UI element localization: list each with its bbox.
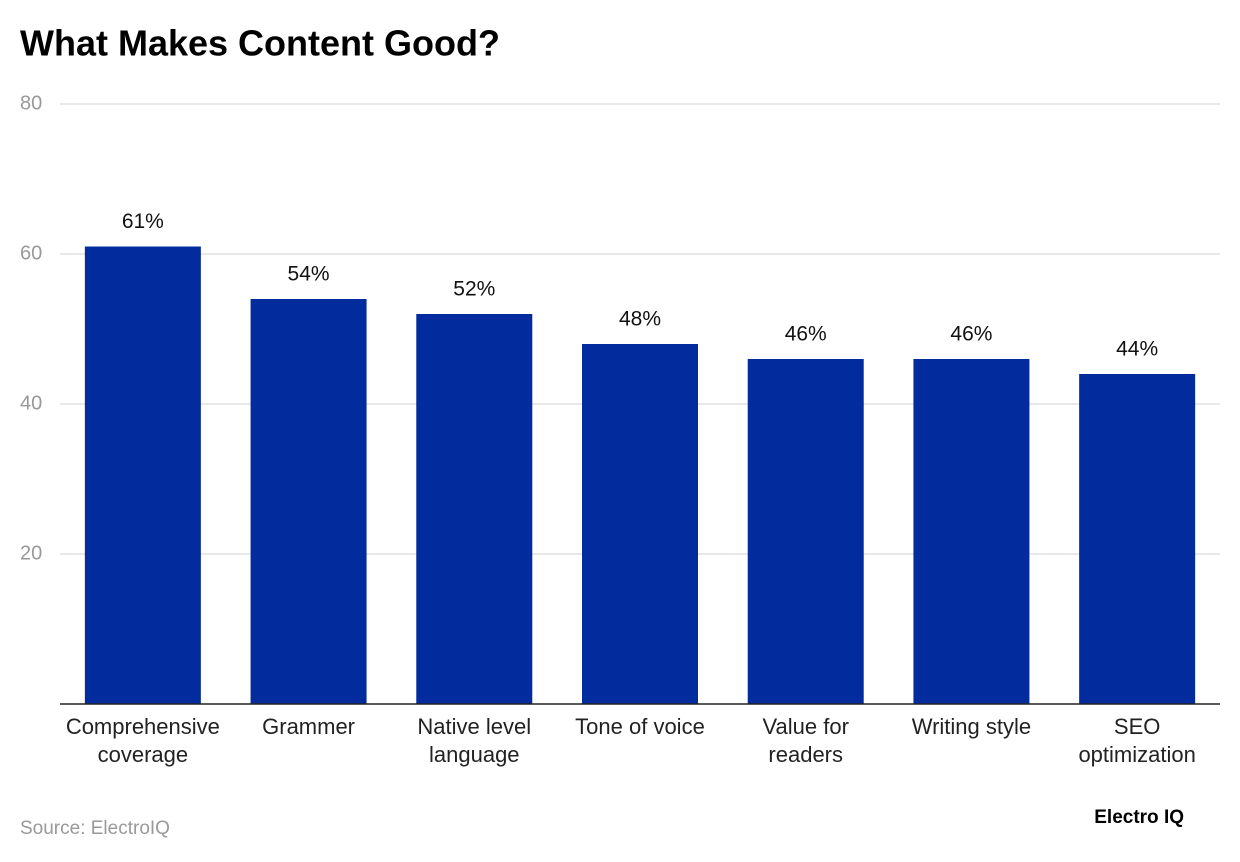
bar (416, 314, 533, 704)
bar (747, 359, 864, 704)
bar (84, 246, 201, 704)
value-label: 46% (950, 323, 992, 346)
bar (582, 344, 698, 704)
x-tick-label: SEO optimization (1078, 714, 1195, 767)
value-label: 52% (453, 278, 495, 301)
x-tick-label: Comprehensive coverage (66, 714, 220, 767)
value-label: 48% (619, 308, 661, 331)
bar (1079, 374, 1196, 704)
value-label: 44% (1116, 338, 1158, 361)
value-label: 54% (288, 263, 330, 286)
value-label: 61% (122, 210, 164, 233)
source: Source: ElectroIQ (20, 818, 170, 839)
y-tick-label: 80 (20, 92, 42, 114)
x-tick-label: Tone of voice (575, 714, 705, 739)
x-tick-label: Grammer (262, 714, 355, 739)
x-tick-label: Value for readers (763, 714, 849, 767)
y-tick-label: 40 (20, 392, 42, 414)
bar (250, 299, 367, 704)
y-tick-label: 60 (20, 242, 42, 264)
x-tick-label: Native level language (417, 714, 531, 767)
brand-logo: Electro IQ (1094, 807, 1184, 828)
bar (913, 359, 1030, 704)
value-label: 46% (785, 323, 827, 346)
x-tick-label: Writing style (912, 714, 1031, 739)
y-tick-label: 20 (20, 542, 42, 564)
chart-title: What Makes Content Good? (20, 23, 500, 64)
